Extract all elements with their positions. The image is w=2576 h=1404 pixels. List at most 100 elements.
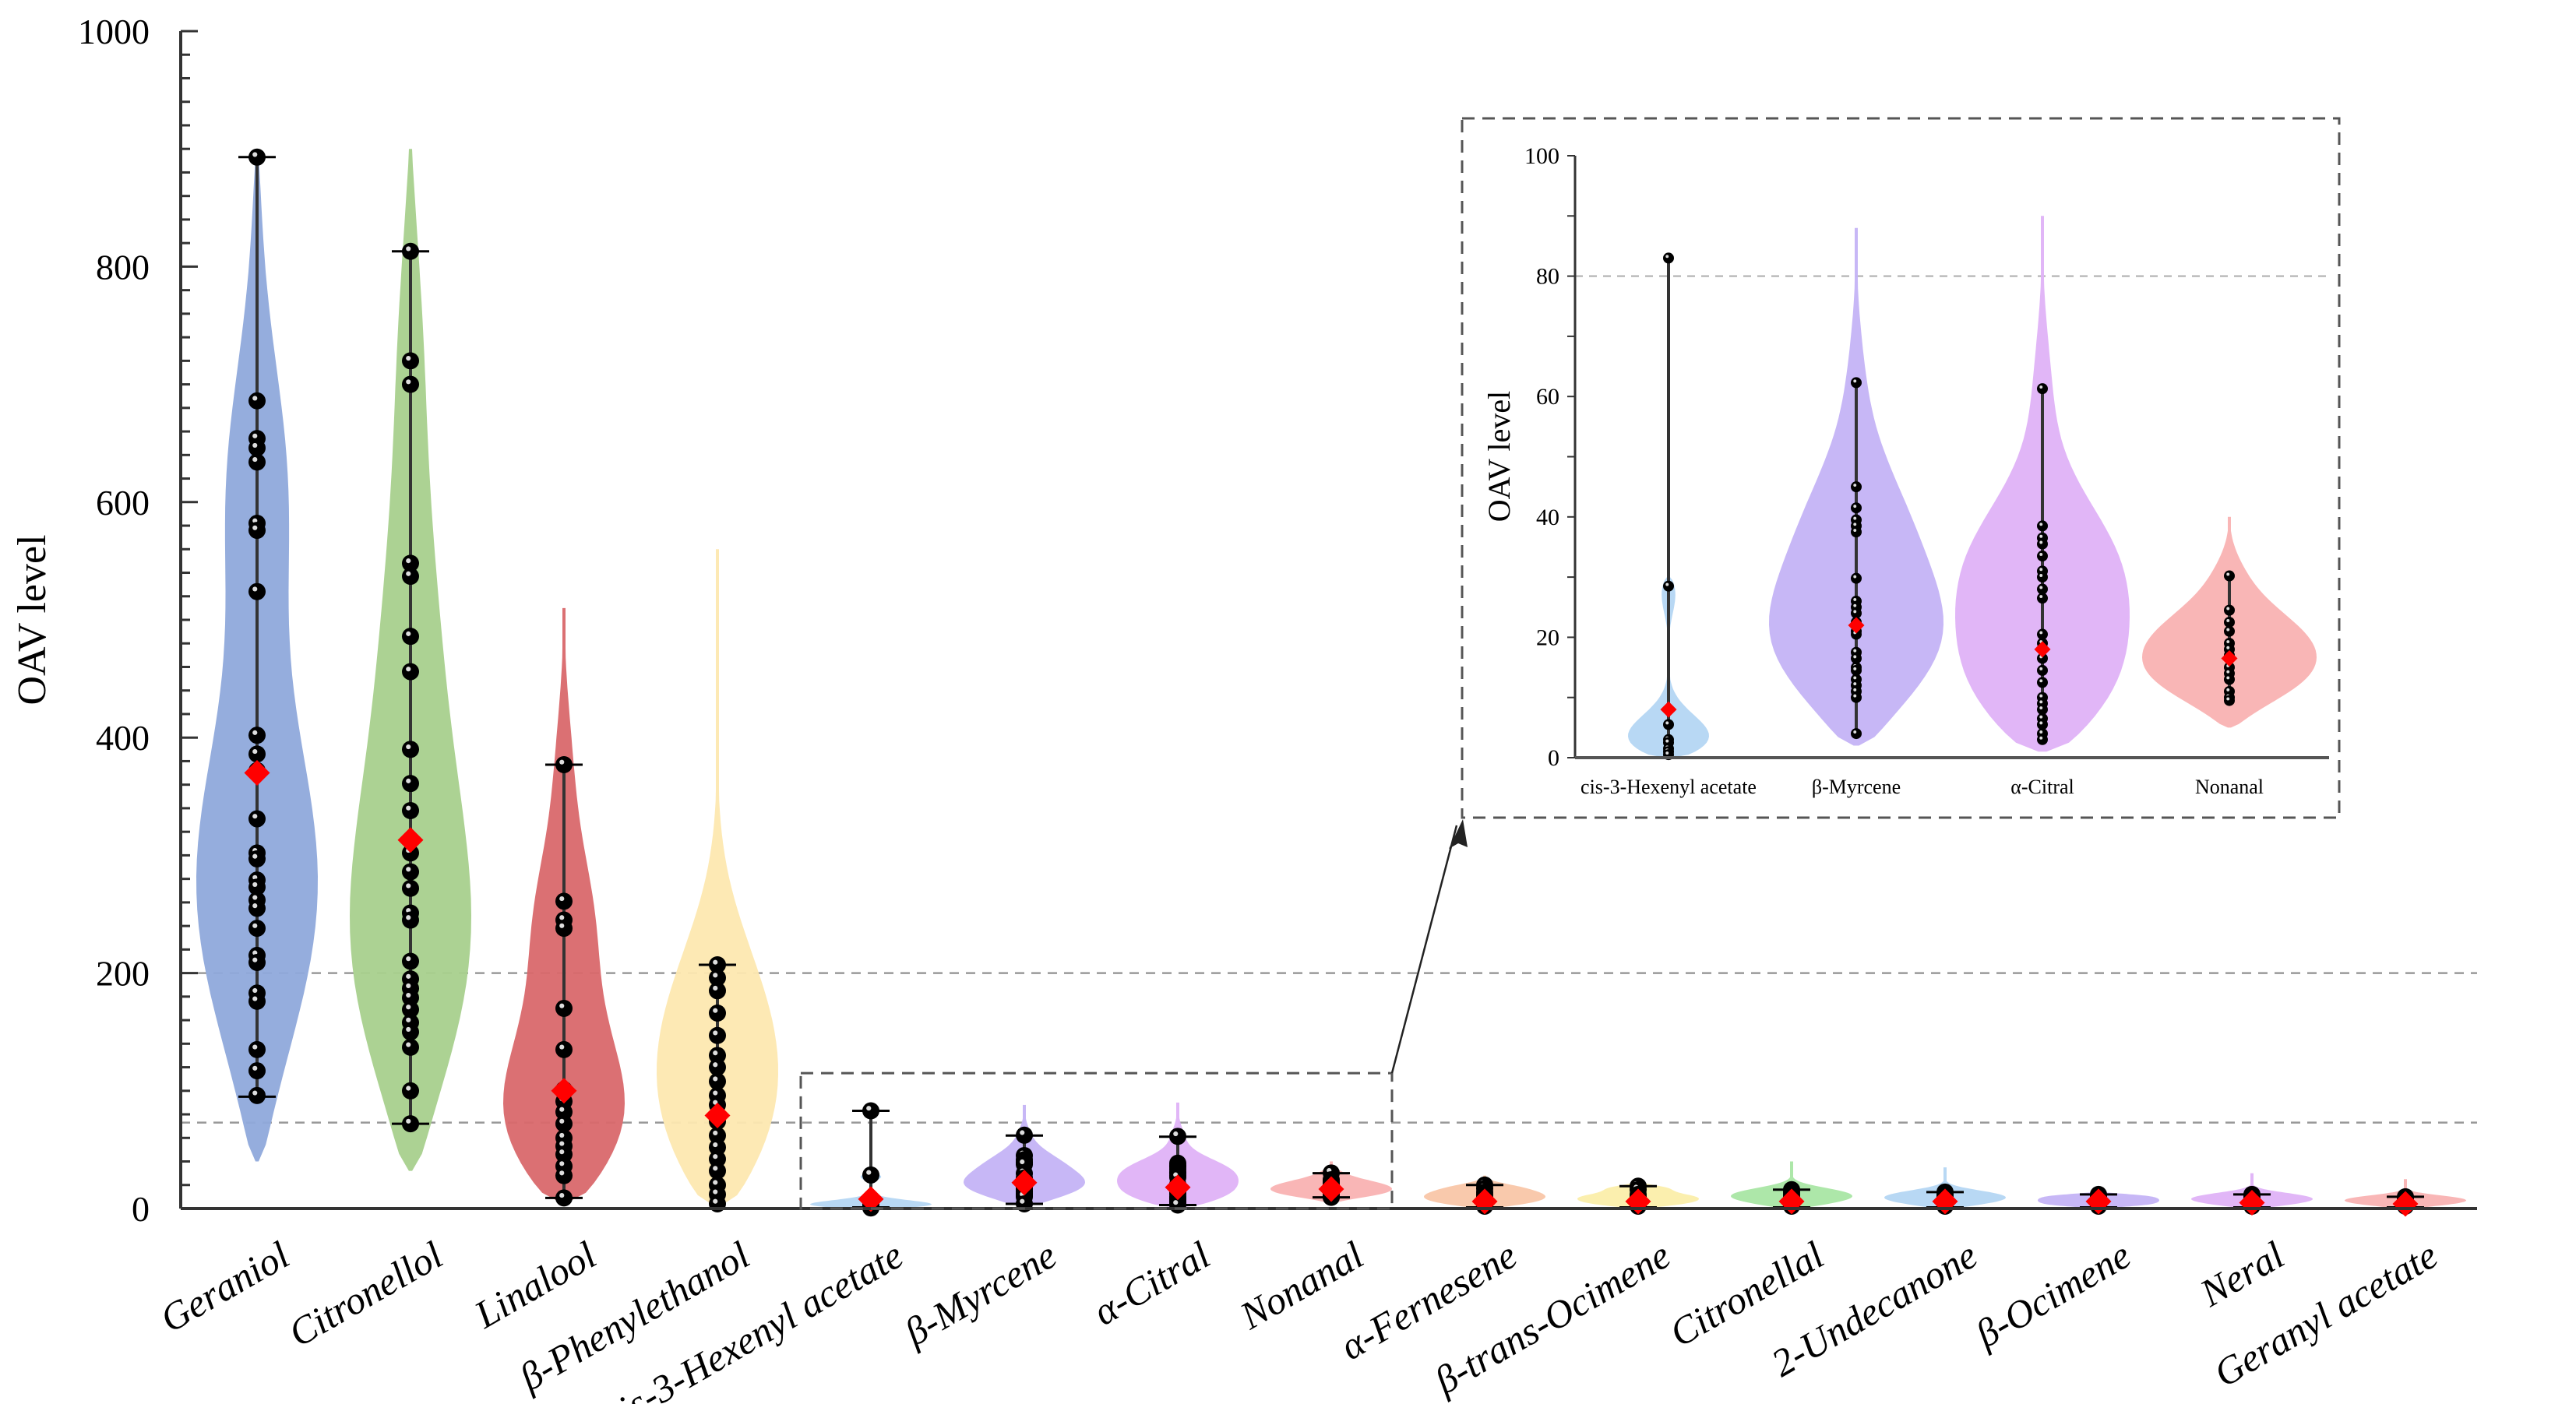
inset-data-point-highlight xyxy=(1853,505,1857,508)
inset-x-tick-label: β-Myrcene xyxy=(1812,776,1901,798)
data-point-highlight xyxy=(252,814,258,819)
data-point-highlight xyxy=(713,1090,718,1096)
data-point xyxy=(402,1082,419,1100)
data-point xyxy=(709,1026,726,1044)
inset-data-point-highlight xyxy=(2039,700,2043,704)
data-point-highlight xyxy=(252,457,258,463)
data-point-highlight xyxy=(252,1090,258,1096)
data-point xyxy=(709,1127,726,1145)
data-point-highlight xyxy=(1173,1131,1179,1137)
data-point xyxy=(709,1058,726,1076)
zoom-arrow-line xyxy=(1390,825,1458,1074)
inset-y-tick-label: 60 xyxy=(1536,384,1559,410)
data-point-highlight xyxy=(713,959,718,965)
data-point-highlight xyxy=(713,1142,718,1148)
data-point-highlight xyxy=(252,1065,258,1071)
data-point-highlight xyxy=(252,396,258,401)
data-point-highlight xyxy=(406,1026,411,1032)
data-point xyxy=(402,568,419,586)
data-point-highlight xyxy=(406,778,411,783)
data-point-highlight xyxy=(713,973,718,978)
data-point xyxy=(402,554,419,572)
data-point-highlight xyxy=(406,631,411,636)
data-point xyxy=(402,628,419,646)
x-tick-label: Neral xyxy=(2192,1233,2292,1315)
data-point xyxy=(402,801,419,819)
data-point xyxy=(248,1040,266,1058)
inset-data-point xyxy=(1663,252,1674,264)
data-point xyxy=(709,969,726,987)
inset-data-point xyxy=(2224,617,2235,628)
data-point xyxy=(555,920,573,938)
data-point xyxy=(248,1062,266,1080)
data-point-highlight xyxy=(713,1050,718,1056)
data-point xyxy=(402,775,419,793)
data-point xyxy=(709,1047,726,1064)
data-point xyxy=(709,1005,726,1022)
inset-data-point xyxy=(2037,628,2048,640)
zoom-region-box xyxy=(799,819,1468,1210)
data-point-highlight xyxy=(713,1008,718,1013)
data-point-highlight xyxy=(406,571,411,576)
inset-data-point xyxy=(2037,383,2048,395)
inset-data-point xyxy=(2037,677,2048,688)
data-point xyxy=(248,953,266,971)
data-point-highlight xyxy=(559,923,565,928)
y-tick-label: 200 xyxy=(96,954,150,994)
inset-y-tick-label: 40 xyxy=(1536,505,1559,530)
inset-data-point-highlight xyxy=(2226,640,2230,643)
data-point-highlight xyxy=(252,895,258,900)
inset-data-point-highlight xyxy=(1853,379,1857,383)
inset-data-point xyxy=(2037,520,2048,532)
data-point-highlight xyxy=(252,987,258,994)
inset-data-point xyxy=(2224,604,2235,616)
data-point xyxy=(402,844,419,862)
mean-marker-4 xyxy=(858,1186,884,1212)
inset-data-point-highlight xyxy=(2039,552,2043,556)
inset-data-point-highlight xyxy=(1853,730,1857,734)
inset-data-point-highlight xyxy=(2039,694,2043,698)
inset-data-point-highlight xyxy=(1853,597,1857,601)
inset-data-point xyxy=(1851,572,1862,584)
inset-data-point xyxy=(2037,719,2048,730)
data-point-highlight xyxy=(559,896,565,902)
data-point xyxy=(709,1072,726,1090)
data-point xyxy=(862,1166,879,1184)
inset-mean-marker-0 xyxy=(1660,701,1677,718)
inset-data-point-highlight xyxy=(2039,679,2043,683)
data-point-highlight xyxy=(559,1044,565,1050)
data-point xyxy=(248,992,266,1010)
inset-data-point-highlight xyxy=(2039,568,2043,572)
data-point xyxy=(555,1189,573,1207)
inset-data-point-highlight xyxy=(2039,385,2043,389)
x-tick-label: Geraniol xyxy=(153,1233,296,1341)
data-point-highlight xyxy=(406,992,411,998)
data-point xyxy=(402,952,419,970)
y-axis-title: OAV level xyxy=(10,534,55,705)
data-point-highlight xyxy=(252,442,258,449)
inset-data-point-highlight xyxy=(2226,572,2230,576)
data-point-highlight xyxy=(252,152,258,157)
data-point-highlight xyxy=(1173,1200,1179,1205)
inset-data-point xyxy=(2037,551,2048,562)
data-point xyxy=(248,582,266,600)
zoom-arrow-head xyxy=(1449,819,1468,849)
data-point-highlight xyxy=(406,246,411,252)
data-point xyxy=(709,1162,726,1180)
data-point xyxy=(248,899,266,917)
x-tick-label: α-Citral xyxy=(1086,1233,1218,1334)
data-point-highlight xyxy=(252,730,258,735)
inset-x-tick-label: α-Citral xyxy=(2010,776,2074,798)
data-point-highlight xyxy=(713,1130,718,1136)
inset-data-point xyxy=(2037,664,2048,676)
data-point xyxy=(555,1040,573,1058)
inset-data-point xyxy=(1851,728,1862,740)
mean-marker-6 xyxy=(1165,1174,1191,1201)
inset-data-point-highlight xyxy=(1853,484,1857,487)
data-point-highlight xyxy=(406,983,411,989)
inset-data-point-highlight xyxy=(2039,534,2043,538)
inset-mean-marker-3 xyxy=(2221,649,2238,667)
data-point xyxy=(555,1166,573,1184)
data-point-highlight xyxy=(406,379,411,385)
